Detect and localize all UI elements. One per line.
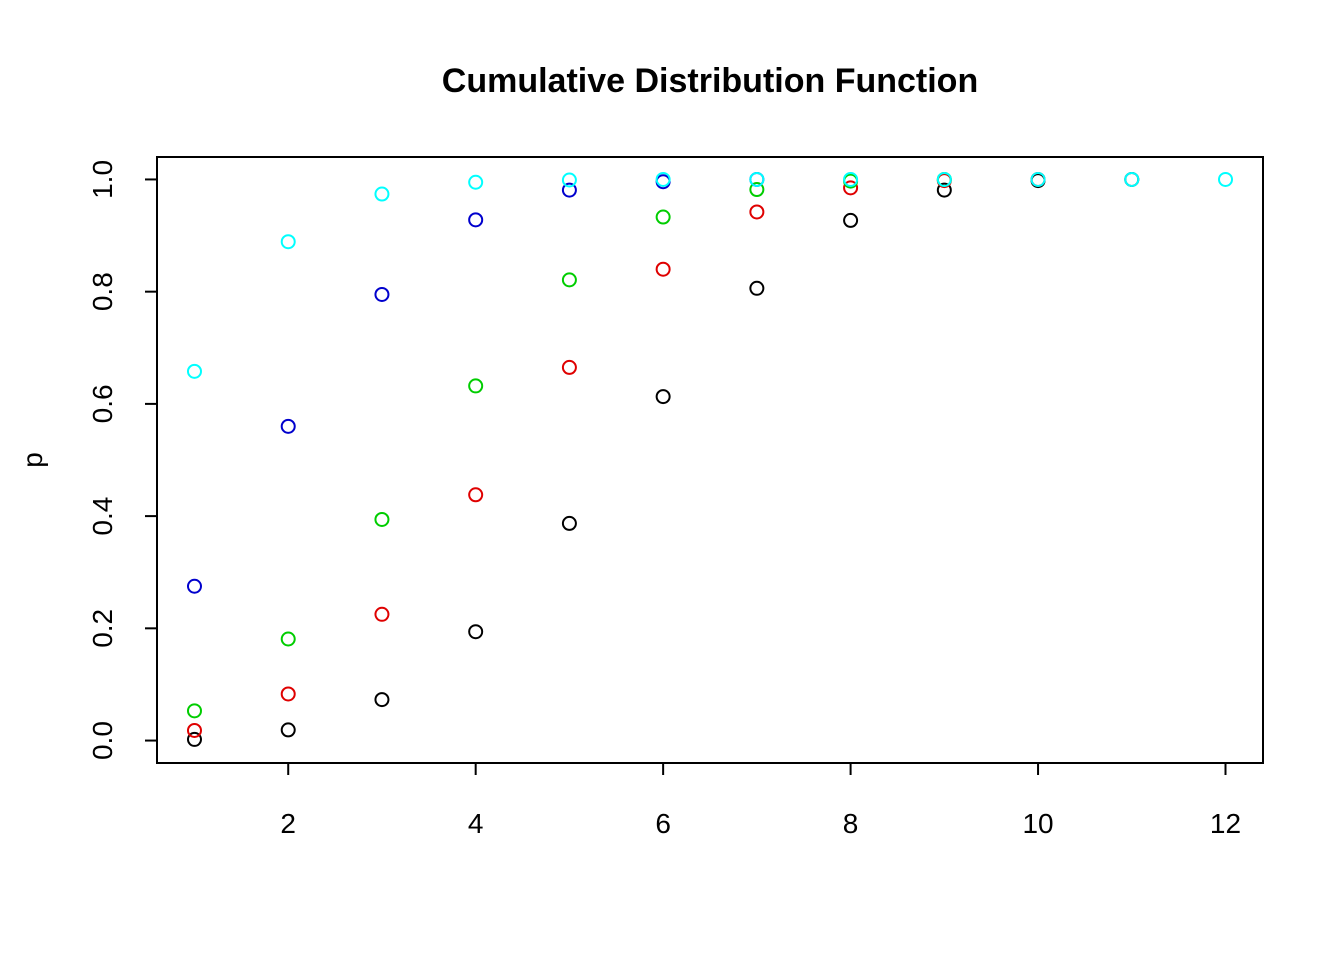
data-point	[936, 182, 952, 198]
data-point	[655, 209, 671, 225]
data-point	[1218, 171, 1234, 187]
data-point	[561, 515, 577, 531]
data-point	[186, 731, 202, 747]
y-tick-label: 0.2	[87, 609, 118, 648]
series-2	[186, 171, 952, 719]
data-point	[280, 722, 296, 738]
data-point	[186, 703, 202, 719]
x-tick-label: 8	[843, 808, 859, 839]
y-tick-label: 0.6	[87, 384, 118, 423]
data-point	[561, 182, 577, 198]
data-point	[374, 692, 390, 708]
data-point	[655, 171, 671, 187]
x-tick-label: 12	[1210, 808, 1241, 839]
data-point	[655, 261, 671, 277]
data-point	[280, 418, 296, 434]
series-1	[186, 171, 1046, 738]
y-axis: 0.0 0.2 0.4 0.6 0.8 1.0	[87, 160, 158, 760]
data-point	[374, 606, 390, 622]
y-axis-label: p	[17, 452, 48, 468]
data-point	[468, 212, 484, 228]
x-tick-label: 10	[1022, 808, 1053, 839]
y-tick-label: 0.0	[87, 721, 118, 760]
data-point	[843, 212, 859, 228]
data-point	[749, 182, 765, 198]
data-point	[749, 280, 765, 296]
data-point	[561, 359, 577, 375]
data-point	[186, 363, 202, 379]
data-point	[468, 487, 484, 503]
data-point	[561, 172, 577, 188]
data-point	[280, 234, 296, 250]
y-tick-label: 0.4	[87, 497, 118, 536]
series-4	[186, 171, 1234, 379]
data-point	[374, 511, 390, 527]
series-3	[186, 171, 765, 594]
data-point	[280, 631, 296, 647]
data-points	[186, 171, 1234, 747]
data-point	[655, 389, 671, 405]
data-point	[1124, 171, 1140, 187]
y-tick-label: 0.8	[87, 272, 118, 311]
data-point	[1030, 171, 1046, 187]
series-0	[186, 171, 1140, 747]
data-point	[374, 286, 390, 302]
data-point	[843, 171, 859, 187]
plot-frame	[156, 156, 1264, 764]
data-point	[374, 186, 390, 202]
x-tick-label: 2	[280, 808, 296, 839]
data-point	[468, 378, 484, 394]
data-point	[280, 686, 296, 702]
x-tick-label: 6	[655, 808, 671, 839]
data-point	[468, 174, 484, 190]
x-tick-label: 4	[468, 808, 484, 839]
x-axis: 2 4 6 8 10 12	[280, 762, 1241, 839]
data-point	[186, 578, 202, 594]
data-point	[843, 180, 859, 196]
data-point	[186, 722, 202, 738]
data-point	[749, 204, 765, 220]
data-point	[749, 171, 765, 187]
y-tick-label: 1.0	[87, 160, 118, 199]
data-point	[561, 272, 577, 288]
data-point	[936, 171, 952, 187]
chart-title: Cumulative Distribution Function	[442, 62, 978, 100]
data-point	[468, 624, 484, 640]
